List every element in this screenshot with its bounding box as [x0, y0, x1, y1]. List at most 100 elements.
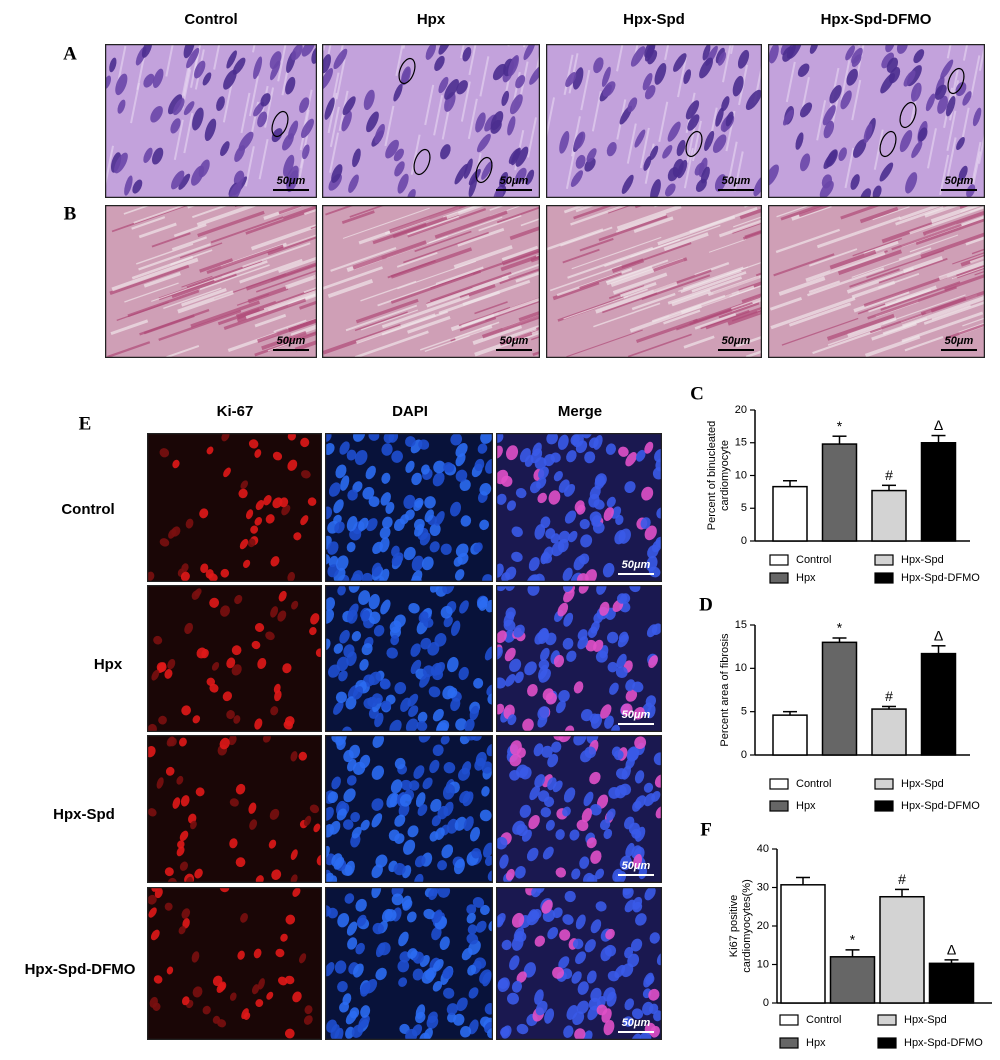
nucleus: [212, 1015, 221, 1024]
nucleus: [405, 436, 416, 447]
nucleus: [604, 715, 614, 729]
nucleus: [183, 101, 195, 116]
nucleus: [509, 94, 523, 115]
tissue-fiber: [827, 325, 882, 346]
tissue-fiber: [978, 128, 985, 164]
nucleus: [407, 188, 416, 198]
nucleus: [732, 75, 744, 97]
nucleus: [913, 49, 925, 64]
tissue-fiber: [731, 309, 762, 322]
tissue-fiber: [352, 240, 427, 270]
nucleus: [432, 708, 444, 722]
nucleus: [603, 987, 616, 1002]
nucleus: [339, 1001, 350, 1013]
nucleus: [192, 986, 203, 998]
tissue-fiber: [467, 98, 478, 140]
nucleus: [400, 779, 413, 791]
tissue-fiber: [878, 257, 948, 284]
tissue-fiber: [177, 290, 234, 314]
legend-label: Control: [806, 1014, 841, 1026]
nucleus: [351, 631, 362, 642]
nucleus: [523, 962, 536, 978]
y-tick-label: 40: [757, 843, 769, 855]
nucleus: [496, 493, 507, 505]
legend-label: Hpx-Spd-DFMO: [901, 800, 980, 812]
tissue-fiber: [496, 206, 540, 224]
tissue-fiber: [143, 271, 181, 288]
nucleus: [486, 684, 493, 696]
nucleus: [570, 170, 584, 187]
nucleus: [918, 127, 928, 142]
legend-swatch: [874, 800, 894, 812]
nucleus: [150, 929, 160, 941]
nucleus: [275, 948, 285, 958]
nucleus: [782, 109, 794, 126]
nucleus: [356, 914, 367, 927]
tissue-fiber: [282, 205, 317, 220]
nucleus: [515, 146, 529, 167]
nucleus: [509, 658, 522, 673]
tissue-fiber: [676, 301, 753, 331]
micrograph: 50μm: [496, 433, 662, 582]
nucleus: [393, 862, 406, 876]
group-header: Hpx-Spd-DFMO: [821, 11, 932, 28]
nucleus: [505, 673, 516, 687]
nucleus: [609, 682, 619, 695]
nucleus: [385, 501, 395, 514]
nucleus: [687, 114, 700, 131]
tissue-fiber: [267, 234, 317, 256]
nucleus: [346, 921, 358, 936]
nucleus: [537, 492, 548, 504]
nucleus: [303, 815, 312, 827]
nucleus: [466, 912, 476, 924]
tissue-fiber: [223, 298, 307, 331]
nucleus: [285, 165, 299, 188]
nucleus: [572, 433, 584, 448]
nucleus: [540, 647, 550, 662]
legend-swatch: [769, 572, 789, 584]
micrograph: 50μm: [496, 585, 662, 732]
tissue-fiber: [867, 286, 957, 320]
nucleus: [545, 632, 557, 646]
nucleus: [529, 785, 541, 801]
nucleus: [565, 72, 577, 87]
legend-label: Hpx: [806, 1037, 826, 1049]
tissue-fiber: [735, 335, 762, 348]
nucleus: [464, 718, 475, 732]
nucleus: [220, 141, 230, 157]
tissue-fiber: [837, 249, 903, 276]
tissue-fiber: [360, 309, 419, 331]
nucleus: [300, 515, 309, 526]
nucleus: [501, 939, 512, 951]
nucleus: [721, 96, 730, 112]
tissue-fiber: [395, 44, 404, 76]
nucleus: [469, 705, 480, 721]
tissue-fiber: [878, 272, 920, 289]
scale-bar-label: 50μm: [622, 709, 651, 721]
nucleus: [540, 516, 551, 529]
panel-letter: A: [63, 43, 77, 64]
nucleus: [627, 953, 640, 968]
nucleus: [433, 460, 446, 474]
tissue-fiber: [864, 334, 921, 358]
nucleus: [577, 981, 589, 995]
nucleus: [411, 472, 422, 486]
nucleus: [534, 523, 546, 540]
nucleus: [342, 819, 354, 830]
bar: [780, 884, 826, 1004]
nucleus: [618, 631, 629, 643]
tissue-fiber: [611, 258, 645, 273]
nucleus: [253, 948, 262, 959]
tissue-fiber: [677, 56, 687, 98]
nucleus: [618, 446, 629, 457]
micrograph-background: [546, 205, 762, 358]
nucleus: [500, 1026, 510, 1037]
nucleus: [327, 664, 341, 678]
nucleus: [209, 597, 220, 608]
tissue-fiber: [826, 313, 895, 341]
tissue-fiber: [726, 261, 762, 276]
nucleus: [595, 901, 607, 912]
nucleus: [375, 942, 386, 958]
nucleus: [268, 839, 277, 849]
nucleus: [363, 89, 375, 111]
